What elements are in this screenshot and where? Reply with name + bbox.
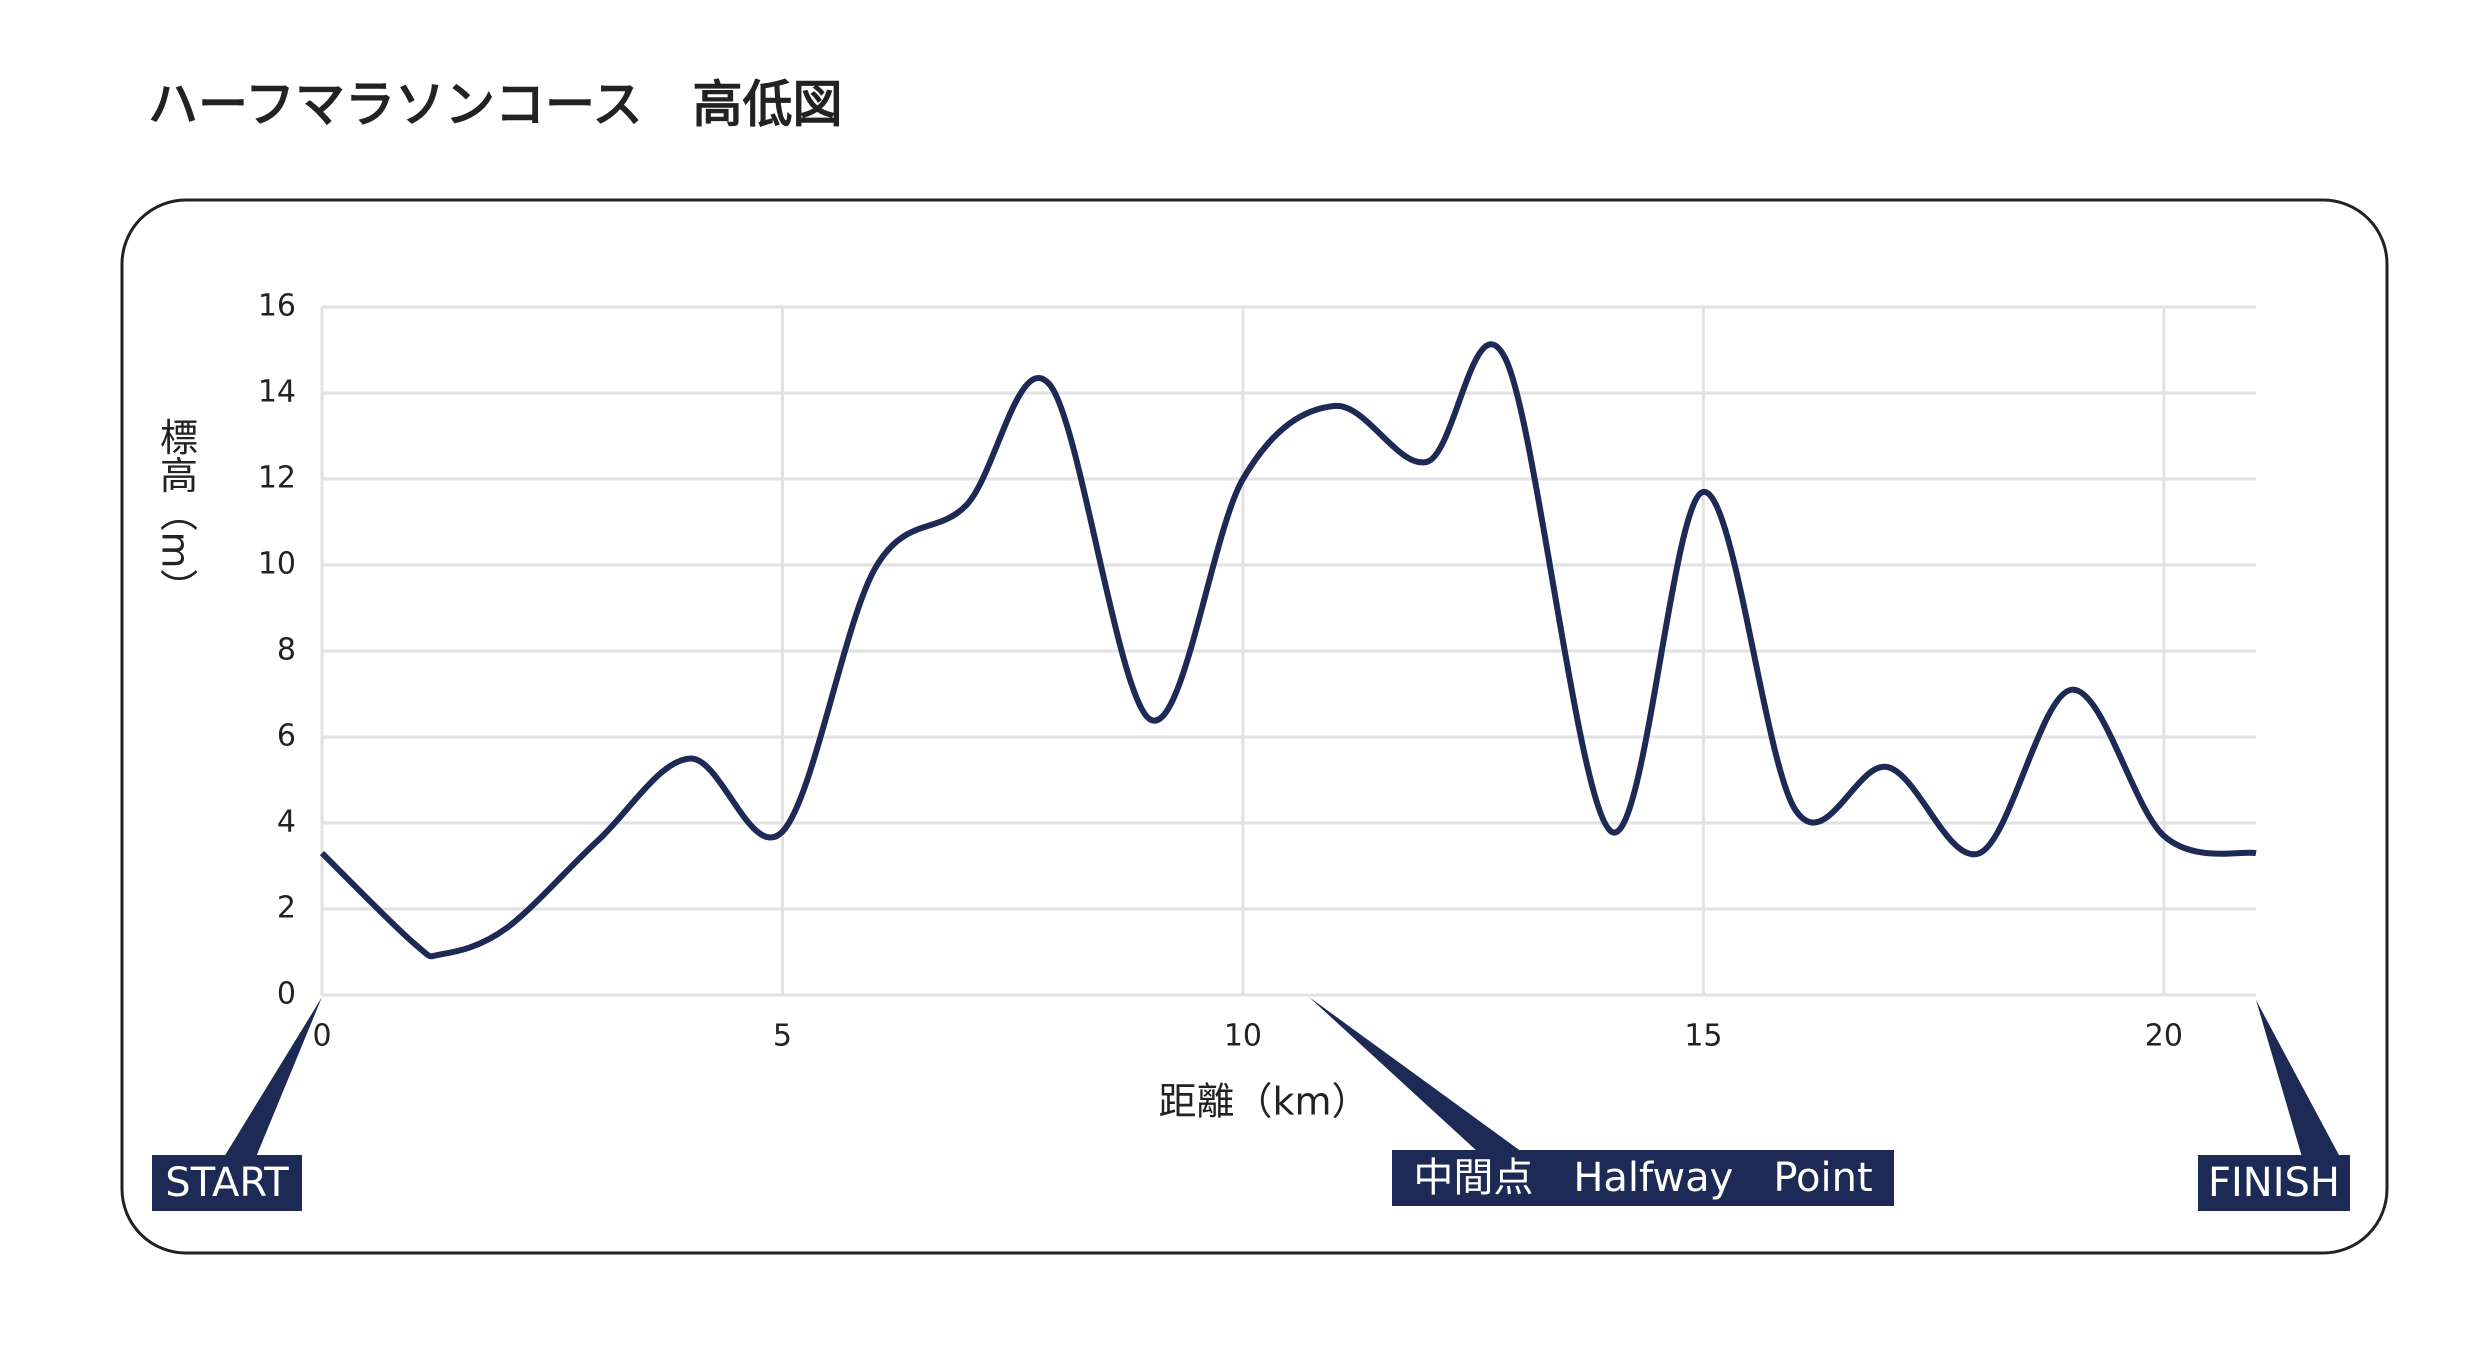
finish-label: FINISH xyxy=(2208,1160,2340,1206)
x-tick-label: 20 xyxy=(2145,1019,2183,1054)
finish-pointer xyxy=(2256,1000,2340,1157)
y-axis-label: 標高（m） xyxy=(154,417,198,606)
frame xyxy=(120,198,2389,1255)
start-label: START xyxy=(165,1160,289,1206)
y-tick-label: 14 xyxy=(258,375,296,410)
y-tick-label: 8 xyxy=(277,633,296,668)
start-box xyxy=(152,1155,302,1211)
y-tick-label: 0 xyxy=(277,977,296,1012)
x-tick-label: 0 xyxy=(312,1019,331,1054)
x-tick-label: 15 xyxy=(1684,1019,1722,1054)
halfway-pointer xyxy=(1309,997,1522,1152)
halfway-label: 中間点 Halfway Point xyxy=(1413,1155,1872,1201)
x-axis-label: 距離（km） xyxy=(1158,1080,1369,1124)
elevation-line xyxy=(319,341,2257,960)
x-tick-label: 5 xyxy=(773,1019,792,1054)
y-tick-label: 10 xyxy=(258,547,296,582)
y-tick-label: 4 xyxy=(277,805,296,840)
y-tick-label: 6 xyxy=(277,719,296,754)
finish-box xyxy=(2198,1155,2350,1211)
start-pointer xyxy=(224,997,322,1157)
y-tick-label: 2 xyxy=(277,891,296,926)
y-tick-label: 12 xyxy=(258,461,296,496)
chart-title: ハーフマラソンコース 高低図 xyxy=(148,76,843,134)
y-tick-label: 16 xyxy=(258,289,296,324)
halfway-box xyxy=(1392,1150,1894,1206)
x-tick-label: 10 xyxy=(1224,1019,1262,1054)
